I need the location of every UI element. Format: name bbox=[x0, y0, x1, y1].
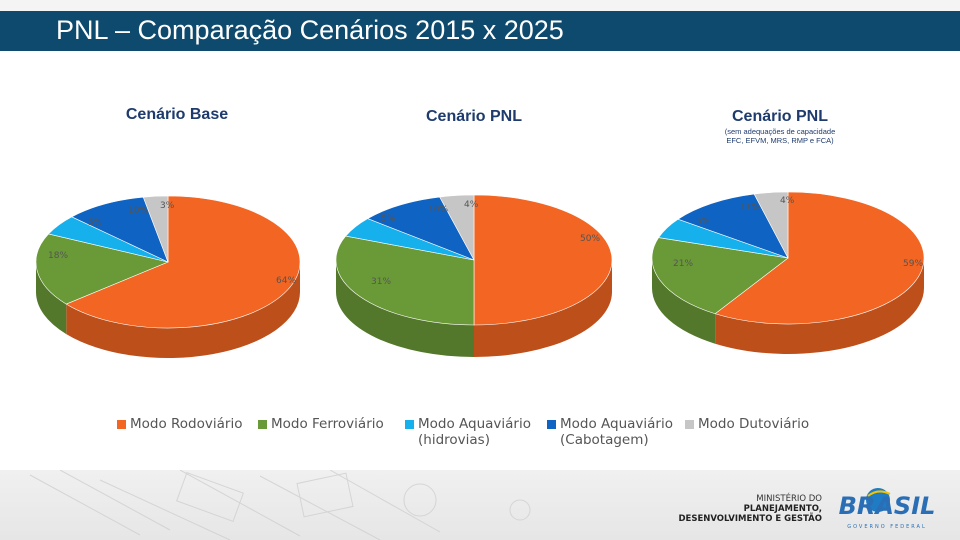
pie-wall bbox=[36, 262, 67, 335]
legend-swatch bbox=[405, 419, 414, 429]
legend-label: Modo Aquaviário bbox=[560, 416, 673, 432]
pie-charts: 64% 18% 5% 10% 3% 50% 31% 5% 10% 4% 59% 21% 5% 11% 4% bbox=[35, 191, 925, 358]
data-label: 50% bbox=[580, 234, 600, 244]
ministry-text: MINISTÉRIO DO PLANEJAMENTO, DESENVOLVIME… bbox=[678, 494, 822, 524]
pie-slice bbox=[142, 195, 169, 263]
pie-chart-1: 64% 18% 5% 10% 3% bbox=[35, 195, 301, 358]
pie-chart-3: 59% 21% 5% 11% 4% bbox=[651, 191, 925, 354]
pie-slice bbox=[366, 196, 475, 261]
legend-label-line-2: (hidrovias) bbox=[418, 432, 490, 448]
legend-label-line-2: (Cabotagem) bbox=[560, 432, 649, 448]
ministry-line-2: PLANEJAMENTO, bbox=[743, 504, 822, 514]
chart-subtitle-line-2: EFC, EFVM, MRS, RMP e FCA) bbox=[726, 136, 834, 145]
data-label: 64% bbox=[276, 276, 296, 286]
pie-slice bbox=[473, 194, 613, 326]
data-label: 5% bbox=[381, 214, 396, 224]
footer-decoration bbox=[29, 470, 531, 540]
pie-wall bbox=[66, 262, 300, 358]
pie-wall bbox=[715, 258, 924, 354]
data-label: 10% bbox=[128, 206, 148, 216]
brasil-logo-subtext: GOVERNO FEDERAL bbox=[847, 524, 927, 530]
data-label: 4% bbox=[464, 200, 479, 210]
data-label: 11% bbox=[740, 203, 760, 213]
legend-swatch bbox=[547, 419, 556, 429]
legend-label: Modo Aquaviário bbox=[418, 416, 531, 432]
chart-title-base: Cenário Base bbox=[125, 106, 229, 123]
legend-swatch bbox=[685, 419, 694, 429]
data-label: 5% bbox=[88, 218, 103, 228]
pie-wall bbox=[474, 260, 612, 357]
pie-slice bbox=[65, 195, 301, 329]
legend-item-aquaviario-hidrovias: Modo Aquaviário (hidrovias) bbox=[405, 416, 531, 448]
legend-item-aquaviario-cabotagem: Modo Aquaviário (Cabotagem) bbox=[547, 416, 673, 448]
pie-wall bbox=[652, 258, 716, 344]
data-label: 5% bbox=[696, 217, 711, 227]
brasil-logo-text: BRASIL bbox=[839, 492, 936, 520]
data-label: 59% bbox=[903, 259, 923, 269]
ministry-line-1: MINISTÉRIO DO bbox=[756, 494, 822, 504]
brasil-logo: BRASIL GOVERNO FEDERAL bbox=[839, 488, 936, 530]
legend-label: Modo Dutoviário bbox=[698, 416, 810, 432]
legend: Modo Rodoviário Modo Ferroviário Modo Aq… bbox=[117, 416, 837, 450]
legend-item-rodoviario: Modo Rodoviário bbox=[117, 416, 242, 432]
legend-label: Modo Rodoviário bbox=[130, 416, 243, 432]
pie-slice bbox=[35, 233, 169, 305]
chart-title-pnl-restricted: Cenário PNL bbox=[731, 108, 828, 125]
data-label: 21% bbox=[673, 259, 693, 269]
pie-slice bbox=[753, 191, 789, 259]
legend-swatch bbox=[117, 419, 126, 429]
pie-slice bbox=[651, 237, 789, 315]
pie-slice bbox=[714, 191, 925, 325]
data-label: 10% bbox=[428, 205, 448, 215]
pie-slice bbox=[71, 196, 169, 263]
legend-label: Modo Ferroviário bbox=[271, 416, 384, 432]
top-strip bbox=[0, 0, 960, 11]
data-label: 3% bbox=[160, 201, 175, 211]
legend-item-dutoviario: Modo Dutoviário bbox=[685, 416, 809, 432]
title-bar: PNL – Comparação Cenários 2015 x 2025 bbox=[0, 11, 960, 51]
data-label: 31% bbox=[371, 277, 391, 287]
pie-slice bbox=[439, 194, 475, 261]
pie-slice bbox=[335, 235, 475, 326]
pie-wall bbox=[336, 260, 474, 357]
footer: MINISTÉRIO DO PLANEJAMENTO, DESENVOLVIME… bbox=[0, 470, 960, 540]
pie-chart-2: 50% 31% 5% 10% 4% bbox=[335, 194, 613, 357]
chart-subtitle-line-1: (sem adequações de capacidade bbox=[724, 127, 836, 136]
pie-slice bbox=[677, 193, 789, 259]
data-label: 18% bbox=[48, 251, 68, 261]
legend-item-ferroviario: Modo Ferroviário bbox=[258, 416, 384, 432]
ministry-line-3: DESENVOLVIMENTO E GESTÃO bbox=[678, 514, 822, 524]
legend-swatch bbox=[258, 419, 267, 429]
data-label: 4% bbox=[780, 196, 795, 206]
slide-title: PNL – Comparação Cenários 2015 x 2025 bbox=[56, 15, 564, 45]
chart-title-pnl: Cenário PNL bbox=[425, 108, 522, 125]
